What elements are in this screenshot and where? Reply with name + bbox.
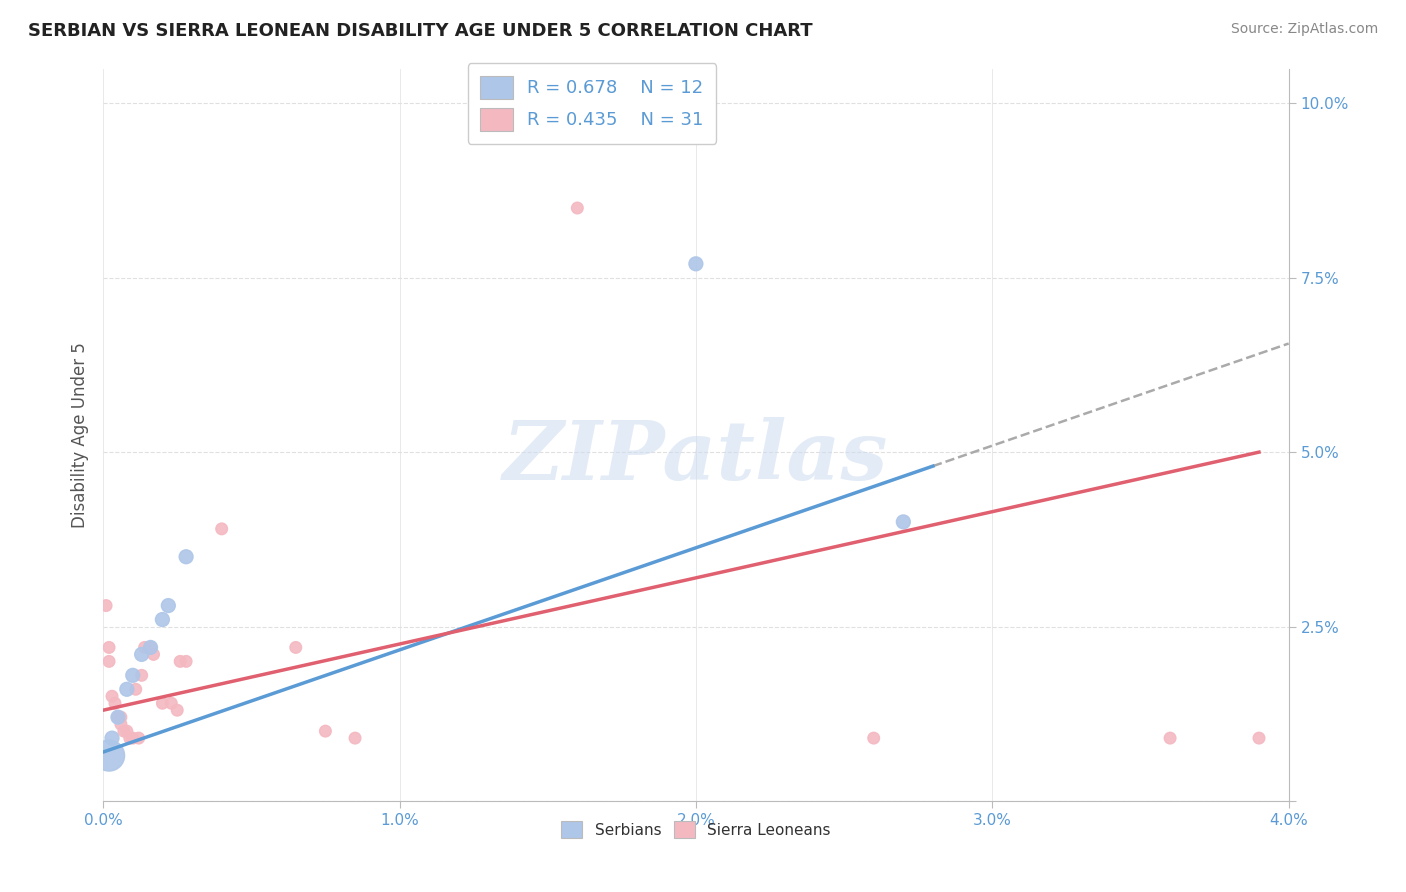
Point [284,640,307,655]
Point [101,690,124,704]
Point [142,648,165,662]
Point [98,654,121,668]
Legend: Serbians, Sierra Leoneans: Serbians, Sierra Leoneans [555,814,837,845]
Point [101,731,124,745]
Point [139,640,162,655]
Text: ZIPatlas: ZIPatlas [503,417,889,497]
Point [567,201,589,215]
Point [107,710,129,724]
Point [862,731,884,745]
Point [160,696,183,710]
Point [125,682,148,697]
Point [157,599,180,613]
Point [169,654,191,668]
Point [139,640,162,655]
Point [166,703,188,717]
Point [1247,731,1270,745]
Point [131,648,153,662]
Point [110,717,132,731]
Text: SERBIAN VS SIERRA LEONEAN DISABILITY AGE UNDER 5 CORRELATION CHART: SERBIAN VS SIERRA LEONEAN DISABILITY AGE… [28,22,813,40]
Point [112,724,135,739]
Point [131,668,153,682]
Point [98,748,121,763]
Text: Source: ZipAtlas.com: Source: ZipAtlas.com [1230,22,1378,37]
Point [211,522,233,536]
Point [134,640,156,655]
Point [174,549,197,564]
Point [121,731,143,745]
Point [128,731,150,745]
Point [174,654,197,668]
Point [110,710,132,724]
Point [104,696,127,710]
Point [314,724,336,739]
Point [152,613,174,627]
Y-axis label: Disability Age Under 5: Disability Age Under 5 [72,342,89,528]
Point [1159,731,1181,745]
Point [107,710,129,724]
Point [115,682,138,697]
Point [152,696,174,710]
Point [685,257,707,271]
Point [344,731,367,745]
Point [115,724,138,739]
Point [94,599,117,613]
Point [891,515,914,529]
Point [118,731,141,745]
Point [98,640,121,655]
Point [121,668,143,682]
